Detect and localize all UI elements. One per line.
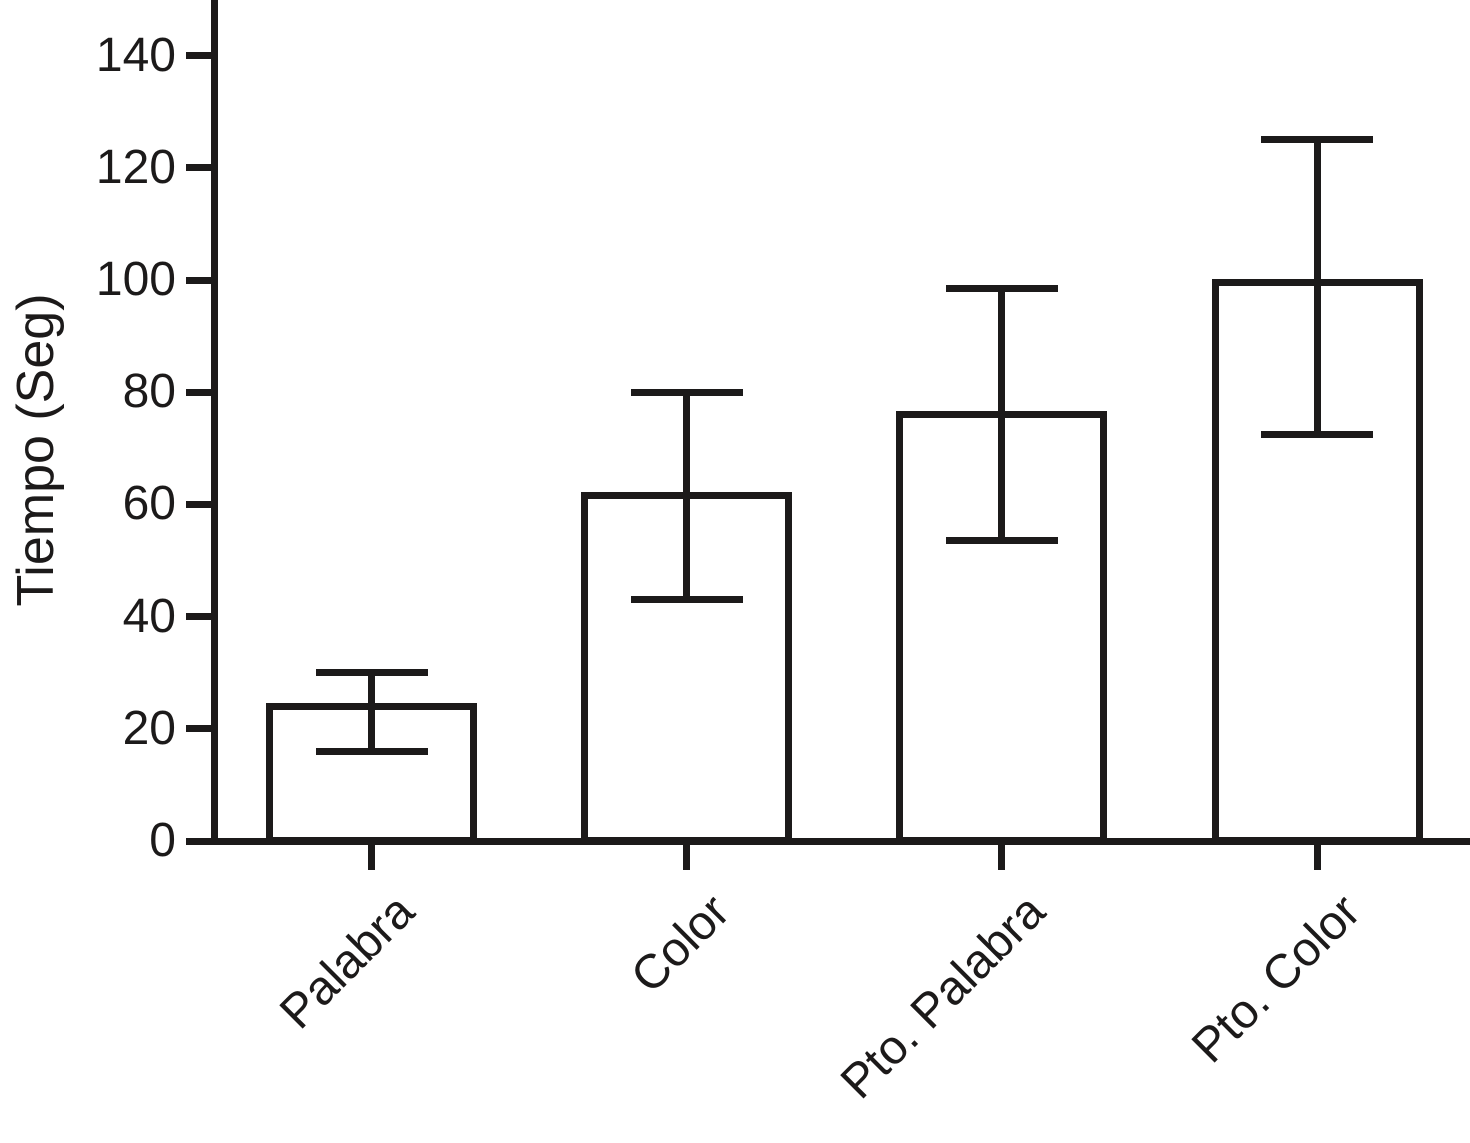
y-tick-label: 60 bbox=[122, 477, 176, 531]
error-bar-cap-top bbox=[945, 284, 1058, 292]
y-axis-title: Tiempo (Seg) bbox=[7, 293, 65, 607]
y-tick bbox=[186, 500, 211, 508]
y-tick-label: 20 bbox=[122, 701, 176, 755]
y-tick bbox=[186, 725, 211, 733]
error-bar-cap-bottom bbox=[1261, 430, 1374, 438]
x-tick bbox=[368, 844, 375, 870]
y-tick-label: 40 bbox=[122, 589, 176, 643]
x-tick bbox=[683, 844, 691, 870]
error-bar-stem bbox=[998, 284, 1006, 545]
y-tick-label: 0 bbox=[149, 814, 176, 867]
y-tick-label: 120 bbox=[95, 140, 176, 194]
y-tick bbox=[186, 164, 211, 172]
x-axis-line bbox=[186, 837, 1470, 845]
error-bar-cap-bottom bbox=[630, 596, 743, 604]
error-bar-cap-top bbox=[1261, 136, 1374, 144]
y-axis-line bbox=[211, 0, 218, 845]
x-tick bbox=[998, 844, 1006, 870]
error-bar-stem bbox=[1313, 136, 1321, 438]
error-bar-stem bbox=[368, 669, 375, 755]
error-bar-cap-top bbox=[630, 388, 743, 396]
bar bbox=[1211, 279, 1423, 845]
y-tick bbox=[186, 388, 211, 396]
y-tick bbox=[186, 52, 211, 60]
y-tick bbox=[186, 276, 211, 284]
x-tick-label: Pto. Color bbox=[1181, 884, 1371, 1074]
y-tick-label: 140 bbox=[95, 28, 176, 82]
error-bar-cap-bottom bbox=[315, 747, 428, 755]
x-tick bbox=[1313, 844, 1321, 870]
y-tick bbox=[186, 613, 211, 621]
error-bar-stem bbox=[683, 388, 691, 604]
x-tick-label: Color bbox=[621, 884, 740, 1004]
y-tick-label: 80 bbox=[122, 365, 176, 419]
error-bar-cap-bottom bbox=[945, 537, 1058, 545]
x-tick-label: Pto. Palabra bbox=[830, 884, 1056, 1109]
x-tick-label: Palabra bbox=[270, 884, 425, 1040]
error-bar-cap-top bbox=[315, 669, 428, 677]
y-tick bbox=[186, 837, 211, 845]
y-tick-label: 100 bbox=[95, 253, 176, 306]
